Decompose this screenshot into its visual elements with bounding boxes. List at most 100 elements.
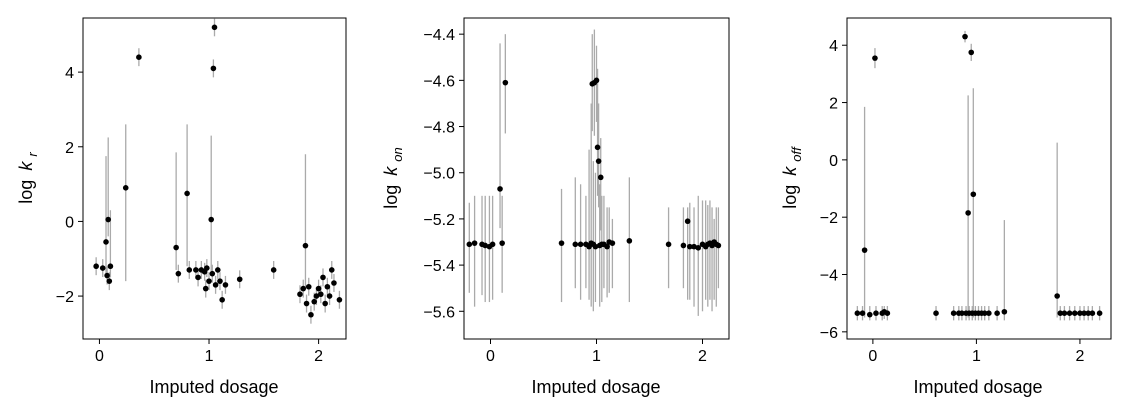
data-point bbox=[107, 263, 114, 270]
data-point bbox=[302, 242, 309, 249]
y-axis-label-log: log bbox=[780, 185, 800, 209]
x-tick-label: 2 bbox=[698, 348, 707, 365]
data-point bbox=[872, 55, 878, 61]
data-point bbox=[489, 241, 496, 248]
data-point bbox=[193, 267, 199, 273]
x-axis-label: Imputed dosage bbox=[531, 377, 660, 397]
y-tick-label: −6 bbox=[820, 325, 838, 342]
y-tick-label: −4.8 bbox=[423, 120, 455, 137]
data-point bbox=[211, 24, 218, 31]
data-point bbox=[577, 241, 584, 248]
data-point bbox=[604, 243, 610, 250]
data-point bbox=[311, 298, 318, 305]
data-point bbox=[305, 283, 312, 290]
y-tick-label: 4 bbox=[829, 38, 838, 55]
data-point bbox=[219, 297, 225, 303]
panel-log-kr: 0 1 2 −2 0 2 4 Imputed dosage log k r bbox=[16, 17, 347, 397]
y-tick-label: 2 bbox=[829, 96, 838, 113]
data-point bbox=[222, 282, 229, 288]
data-point bbox=[626, 238, 633, 244]
y-tick-label: 2 bbox=[65, 140, 74, 157]
data-point bbox=[715, 242, 722, 249]
data-point bbox=[202, 285, 209, 292]
x-axis-label: Imputed dosage bbox=[913, 377, 1042, 397]
data-point bbox=[595, 158, 602, 164]
data-point bbox=[962, 33, 968, 40]
data-point bbox=[217, 278, 223, 284]
data-point bbox=[695, 244, 702, 251]
data-point bbox=[103, 239, 109, 245]
data-point bbox=[1066, 310, 1073, 317]
data-point bbox=[873, 310, 879, 317]
data-point bbox=[1071, 310, 1078, 317]
y-axis-label-subscript: on bbox=[390, 147, 405, 161]
data-point bbox=[502, 79, 509, 86]
y-axis-label-subscript: r bbox=[25, 152, 40, 157]
x-axis-label: Imputed dosage bbox=[149, 377, 278, 397]
data-point bbox=[854, 310, 861, 317]
plot-frame bbox=[846, 17, 1112, 340]
data-point bbox=[1001, 308, 1008, 315]
data-point bbox=[322, 300, 328, 307]
x-tick-label: 2 bbox=[1075, 348, 1084, 365]
data-point bbox=[331, 280, 337, 286]
data-point bbox=[684, 218, 691, 225]
data-point bbox=[210, 65, 217, 72]
x-tick-label: 0 bbox=[868, 348, 877, 365]
data-point bbox=[313, 293, 320, 299]
data-point bbox=[592, 243, 599, 250]
data-point bbox=[106, 278, 113, 284]
y-tick-label: 0 bbox=[829, 153, 838, 170]
y-tick-label: −5.2 bbox=[423, 212, 455, 229]
panel-log-koff: 0 1 2 −6 −4 −2 0 2 4 Imputed dosage log k off bbox=[780, 17, 1112, 397]
data-point bbox=[236, 276, 243, 283]
y-tick-label: −5.6 bbox=[423, 304, 455, 321]
x-tick-label: 1 bbox=[592, 348, 601, 365]
x-tick-label: 0 bbox=[95, 348, 104, 365]
data-point bbox=[970, 191, 977, 198]
data-point bbox=[499, 240, 505, 246]
panel-log-kon: 0 1 2 −5.6 −5.4 −5.2 −5.0 −4.8 −4.6 −4.4 Imputed… bbox=[381, 17, 730, 397]
data-point bbox=[933, 310, 939, 317]
y-axis-label: log k r bbox=[16, 152, 40, 204]
data-point bbox=[950, 310, 957, 317]
data-point bbox=[884, 310, 891, 317]
y-axis-label-symbol: k bbox=[381, 166, 401, 176]
data-point bbox=[986, 310, 992, 317]
y-axis-label-symbol: k bbox=[16, 161, 36, 171]
y-tick-label: −4.4 bbox=[423, 27, 455, 44]
data-point bbox=[466, 241, 473, 248]
data-point bbox=[597, 174, 604, 181]
plot-frame bbox=[82, 17, 347, 340]
data-point bbox=[1089, 310, 1096, 317]
data-point bbox=[136, 54, 142, 60]
data-point bbox=[186, 267, 193, 273]
data-point bbox=[212, 282, 219, 288]
data-point bbox=[665, 241, 672, 248]
data-point bbox=[859, 310, 866, 317]
y-tick-label: −5.4 bbox=[423, 258, 455, 275]
data-point bbox=[680, 242, 687, 249]
data-point bbox=[959, 310, 965, 317]
data-point bbox=[866, 311, 873, 318]
y-axis-label-log: log bbox=[381, 185, 401, 209]
data-point bbox=[99, 265, 106, 271]
data-point bbox=[1054, 293, 1060, 299]
y-tick-label: −4 bbox=[820, 268, 838, 285]
y-tick-label: −2 bbox=[56, 289, 74, 306]
y-axis-label-symbol: k bbox=[780, 166, 800, 176]
data-point bbox=[861, 247, 868, 253]
data-point bbox=[206, 278, 212, 284]
y-axis-label: log k off bbox=[780, 146, 804, 209]
data-point bbox=[214, 267, 221, 273]
data-point bbox=[297, 291, 303, 298]
data-point bbox=[691, 243, 697, 250]
data-point bbox=[93, 263, 99, 270]
data-point bbox=[204, 265, 210, 271]
x-tick-label: 0 bbox=[486, 348, 495, 365]
data-point bbox=[326, 293, 333, 299]
data-point bbox=[1081, 310, 1087, 317]
data-point bbox=[497, 186, 503, 192]
data-point bbox=[324, 283, 331, 290]
x-tick-label: 1 bbox=[972, 348, 981, 365]
